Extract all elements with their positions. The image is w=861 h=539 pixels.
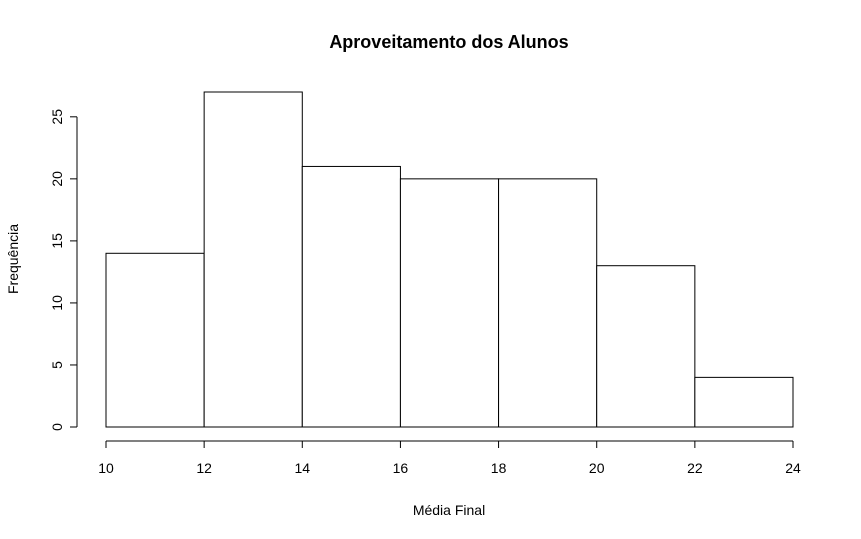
x-tick-label: 22 — [687, 460, 703, 476]
histogram-bar — [498, 178, 598, 428]
x-axis: 10 12 14 16 18 20 22 24 — [98, 440, 801, 476]
histogram-bar — [694, 376, 794, 428]
y-axis-label: Frequência — [5, 224, 21, 294]
histogram-bar — [301, 165, 401, 428]
x-tick-label: 14 — [294, 460, 310, 476]
y-tick-label: 0 — [49, 423, 65, 431]
histogram-bar — [203, 91, 303, 428]
y-axis: 0 5 10 15 20 25 — [49, 109, 78, 431]
histogram-bar — [105, 252, 205, 428]
x-tick-label: 10 — [98, 460, 114, 476]
y-tick-label: 20 — [49, 171, 65, 187]
histogram-bar — [399, 178, 500, 428]
x-tick-label: 16 — [393, 460, 409, 476]
x-tick-label: 12 — [196, 460, 212, 476]
y-tick-label: 5 — [49, 361, 65, 369]
bars-group — [105, 91, 794, 428]
x-axis-label: Média Final — [413, 502, 485, 518]
y-tick-label: 15 — [49, 233, 65, 249]
y-tick-label: 25 — [49, 109, 65, 125]
x-tick-label: 18 — [491, 460, 507, 476]
x-tick-label: 20 — [589, 460, 605, 476]
y-tick-label: 10 — [49, 295, 65, 311]
x-tick-label: 24 — [785, 460, 801, 476]
chart-title: Aproveitamento dos Alunos — [329, 32, 568, 52]
histogram-bar — [596, 265, 696, 428]
